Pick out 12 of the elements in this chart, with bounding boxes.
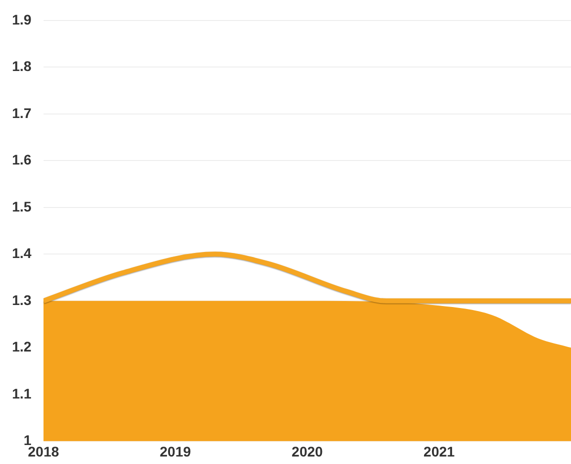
y-tick-label: 1.1: [12, 385, 32, 402]
y-tick-label: 1.2: [12, 338, 32, 355]
y-tick-label: 1.9: [12, 11, 32, 28]
x-tick-label: 2020: [292, 443, 324, 460]
y-tick-label: 1.4: [12, 245, 32, 262]
y-tick-label: 1.8: [12, 58, 32, 74]
y-tick-label: 1.6: [12, 152, 32, 168]
y-tick-label: 1.3: [12, 292, 32, 308]
y-tick-label: 1.7: [12, 104, 32, 121]
x-tick-label: 2021: [424, 443, 455, 460]
x-tick-label: 2019: [160, 443, 192, 460]
y-tick-label: 1.5: [12, 198, 32, 214]
